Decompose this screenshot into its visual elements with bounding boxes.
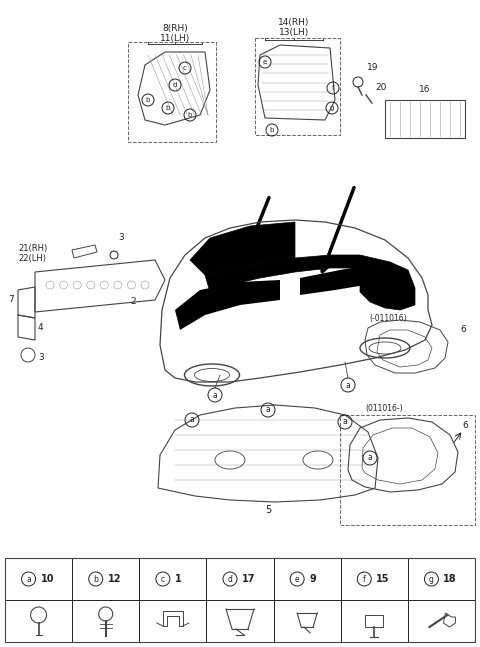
Text: a: a: [346, 380, 350, 389]
Text: 6: 6: [462, 421, 468, 430]
Text: g: g: [429, 575, 434, 584]
Bar: [385, 100, 465, 138]
Text: (011016-): (011016-): [365, 404, 403, 413]
Text: 3: 3: [118, 234, 124, 243]
Polygon shape: [300, 265, 395, 295]
Text: 7: 7: [8, 296, 14, 305]
Bar: [128, 42, 216, 142]
Text: 5: 5: [265, 505, 271, 515]
Text: 3: 3: [38, 353, 44, 362]
Text: a: a: [190, 415, 194, 424]
Text: a: a: [213, 391, 217, 399]
Bar: [365, 615, 384, 627]
Text: g: g: [330, 105, 334, 111]
Text: 17: 17: [242, 574, 255, 584]
Text: a: a: [265, 406, 270, 415]
Text: 6: 6: [460, 325, 466, 334]
Text: b: b: [166, 105, 170, 111]
Text: b: b: [146, 97, 150, 103]
Text: e: e: [295, 575, 300, 584]
Text: 18: 18: [444, 574, 457, 584]
Text: 4: 4: [38, 324, 44, 333]
Text: a: a: [343, 417, 348, 426]
Text: c: c: [161, 575, 165, 584]
Text: 9: 9: [309, 574, 316, 584]
Text: a: a: [26, 575, 31, 584]
Text: a: a: [368, 454, 372, 463]
Text: b: b: [270, 127, 274, 133]
Text: 2: 2: [130, 298, 136, 307]
Polygon shape: [175, 280, 280, 330]
Text: 11(LH): 11(LH): [160, 34, 190, 43]
Bar: [255, 38, 340, 135]
Text: 15: 15: [376, 574, 390, 584]
Text: 12: 12: [108, 574, 121, 584]
Text: 13(LH): 13(LH): [279, 28, 309, 36]
Polygon shape: [190, 222, 295, 275]
Text: 10: 10: [41, 574, 54, 584]
Text: f: f: [332, 85, 334, 91]
Polygon shape: [205, 255, 390, 292]
Text: c: c: [183, 65, 187, 71]
Text: e: e: [263, 59, 267, 65]
Text: 14(RH): 14(RH): [278, 17, 310, 27]
Text: (-011016): (-011016): [369, 314, 407, 322]
Text: 20: 20: [375, 83, 386, 93]
Text: 21(RH): 21(RH): [18, 243, 47, 252]
Text: 19: 19: [367, 63, 379, 72]
Text: 8(RH): 8(RH): [162, 23, 188, 32]
Text: f: f: [363, 575, 366, 584]
Text: b: b: [93, 575, 98, 584]
Bar: [340, 415, 475, 525]
Text: d: d: [228, 575, 232, 584]
Text: b: b: [188, 112, 192, 118]
Text: 22(LH): 22(LH): [18, 254, 46, 263]
Text: 16: 16: [419, 85, 431, 94]
Bar: [5, 558, 475, 642]
Text: d: d: [173, 82, 177, 88]
Text: 1: 1: [175, 574, 181, 584]
Polygon shape: [360, 262, 415, 310]
